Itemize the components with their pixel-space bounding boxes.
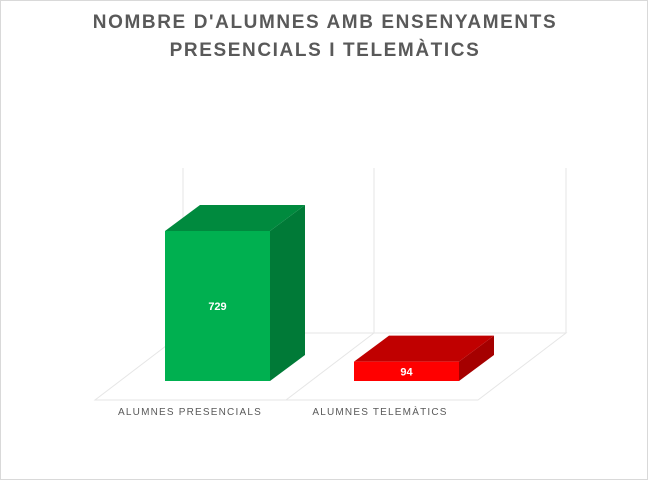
chart-title-line-1: NOMBRE D'ALUMNES AMB ENSENYAMENTS [92,12,558,33]
bar-top-2 [354,335,494,362]
chart-floor-divider [285,332,375,401]
bar-side-1 [270,205,305,381]
chart-walls [93,168,568,401]
data-label-2: 94 [400,366,413,378]
data-label-1: 729 [208,301,226,313]
category-label-2: ALUMNES TELEMÀTICS [312,405,447,418]
bar-1: 729 [165,205,305,381]
chart-category-labels: ALUMNES PRESENCIALS ALUMNES TELEMÀTICS [118,405,447,418]
chart-title-line-2: PRESENCIALS I TELEMÀTICS [169,40,481,61]
chart-title: NOMBRE D'ALUMNES AMB ENSENYAMENTS PRESEN… [1,9,649,65]
bar-front-1 [165,231,270,381]
bar-side-2 [459,335,494,381]
bar-2: 94 [354,335,494,381]
category-label-1: ALUMNES PRESENCIALS [118,407,262,418]
chart-bars: 729 94 [165,205,494,381]
bar-top-1 [165,205,305,231]
bar-front-2 [354,361,459,381]
